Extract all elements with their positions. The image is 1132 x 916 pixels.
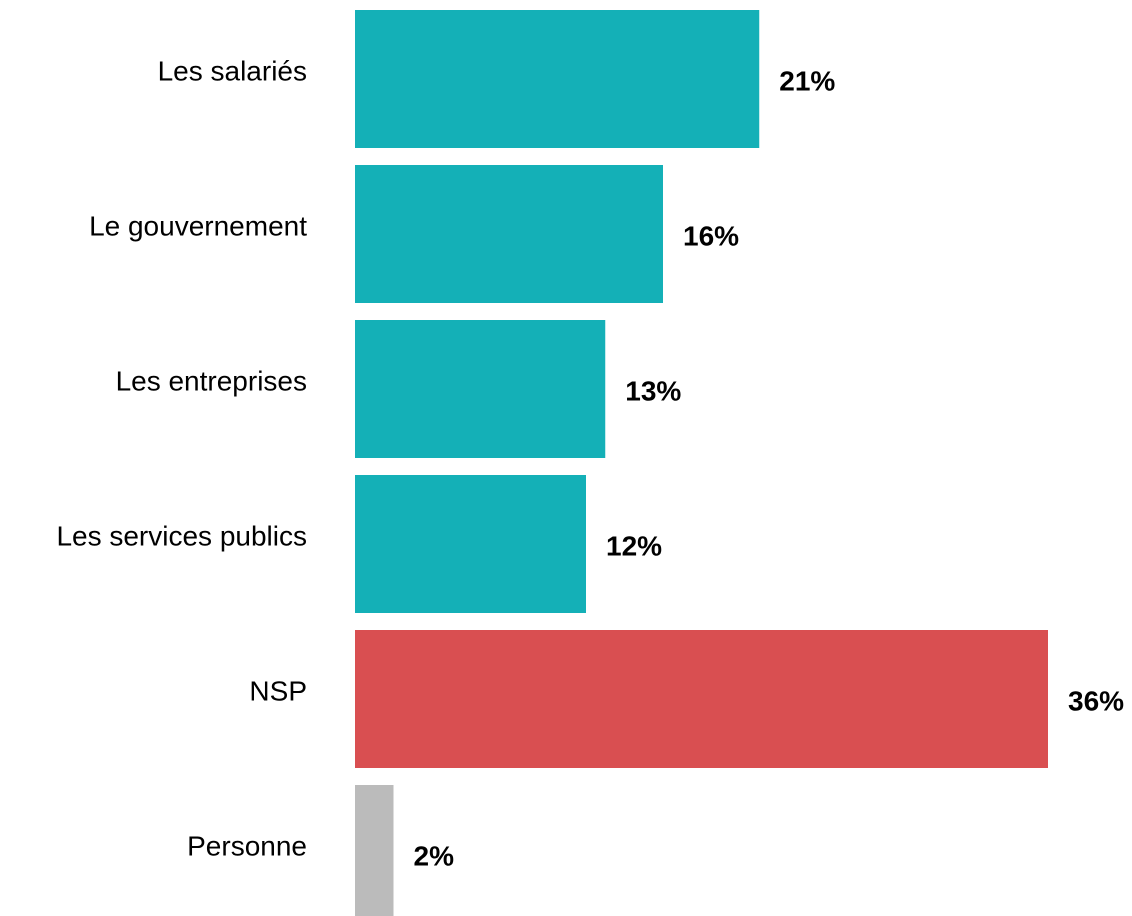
bar — [355, 320, 606, 458]
category-label: Les salariés — [158, 55, 307, 86]
value-label: 16% — [683, 220, 739, 251]
bar — [355, 475, 586, 613]
value-label: 2% — [414, 840, 455, 871]
value-label: 36% — [1068, 685, 1124, 716]
value-label: 21% — [779, 65, 835, 96]
category-label: Le gouvernement — [89, 210, 307, 241]
category-label: Personne — [187, 830, 307, 861]
bar — [355, 10, 760, 148]
category-label: NSP — [249, 675, 307, 706]
category-label: Les services publics — [56, 520, 307, 551]
bar — [355, 785, 394, 916]
value-label: 12% — [606, 530, 662, 561]
value-label: 13% — [625, 375, 681, 406]
bar — [355, 165, 663, 303]
bar — [355, 630, 1048, 768]
category-label: Les entreprises — [116, 365, 307, 396]
